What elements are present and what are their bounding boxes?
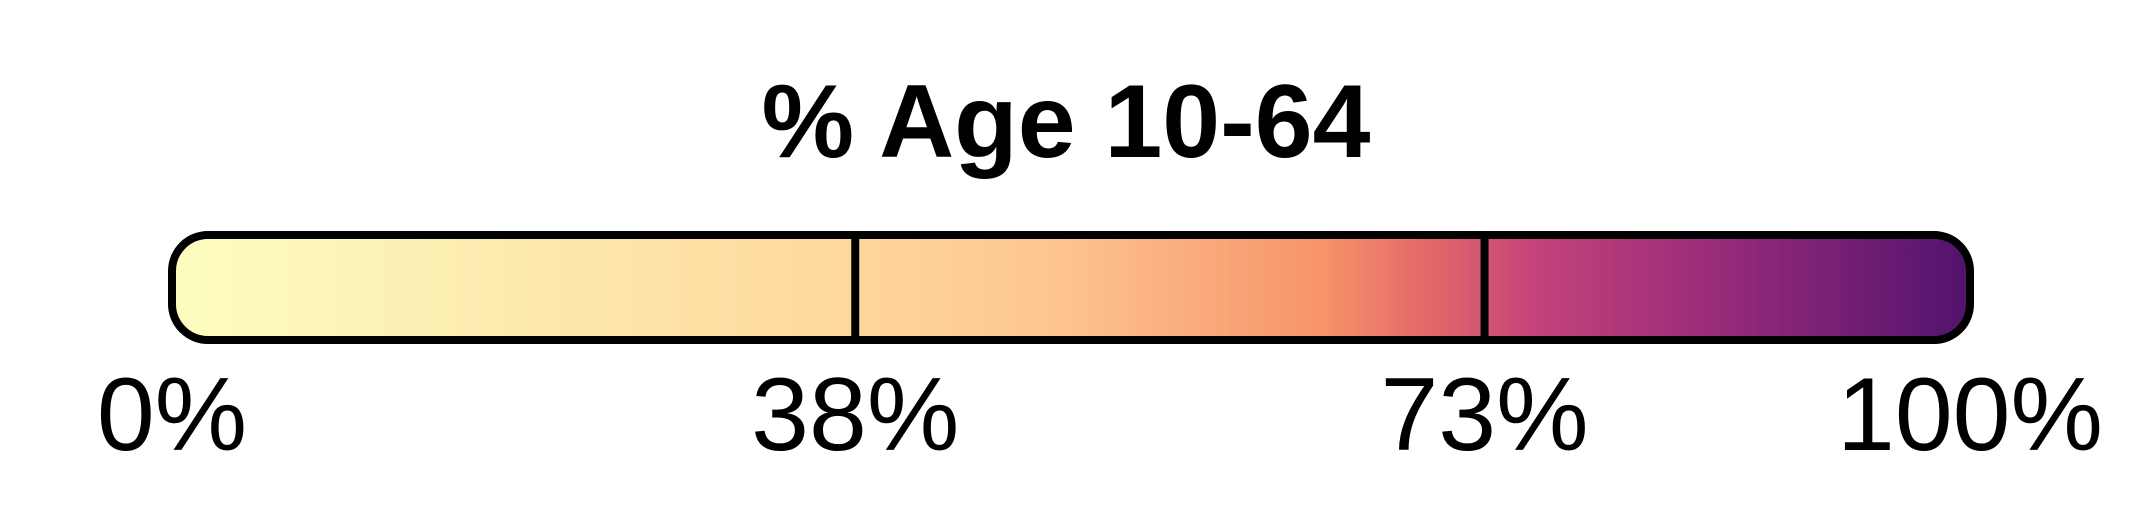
legend-title: % Age 10-64 [762,64,1371,180]
tick-label: 38% [751,357,959,473]
tick-label: 0% [97,357,247,473]
tick-label: 73% [1380,357,1588,473]
colorbar-gradient [168,231,1974,344]
colorbar-ticks: 0% 38% 73% 100% [97,357,2103,473]
colorbar [168,231,1974,344]
tick-label: 100% [1837,357,2103,473]
